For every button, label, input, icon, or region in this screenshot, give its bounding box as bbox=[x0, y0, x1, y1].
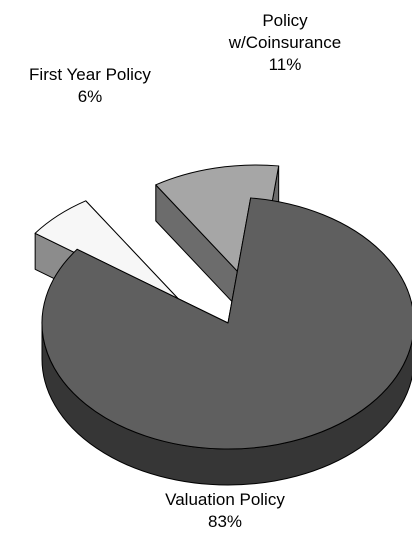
label-policy-coinsurance-line2: w/Coinsurance bbox=[228, 33, 342, 52]
label-policy-coinsurance-percent: 11% bbox=[268, 55, 302, 74]
label-policy-coinsurance-line1: Policy bbox=[262, 11, 308, 30]
label-first-year-policy-percent: 6% bbox=[77, 87, 103, 106]
label-valuation-policy: Valuation Policy 83% bbox=[150, 489, 300, 533]
label-policy-coinsurance: Policy w/Coinsurance 11% bbox=[210, 10, 360, 76]
slice-top-first-year-policy bbox=[34, 200, 187, 308]
label-first-year-policy-name: First Year Policy bbox=[29, 65, 151, 84]
slice-top-valuation-policy bbox=[41, 197, 412, 450]
label-valuation-policy-name: Valuation Policy bbox=[165, 490, 285, 509]
slice-valuation-policy bbox=[41, 197, 412, 486]
label-first-year-policy: First Year Policy 6% bbox=[0, 64, 180, 108]
label-valuation-policy-percent: 83% bbox=[207, 512, 243, 531]
